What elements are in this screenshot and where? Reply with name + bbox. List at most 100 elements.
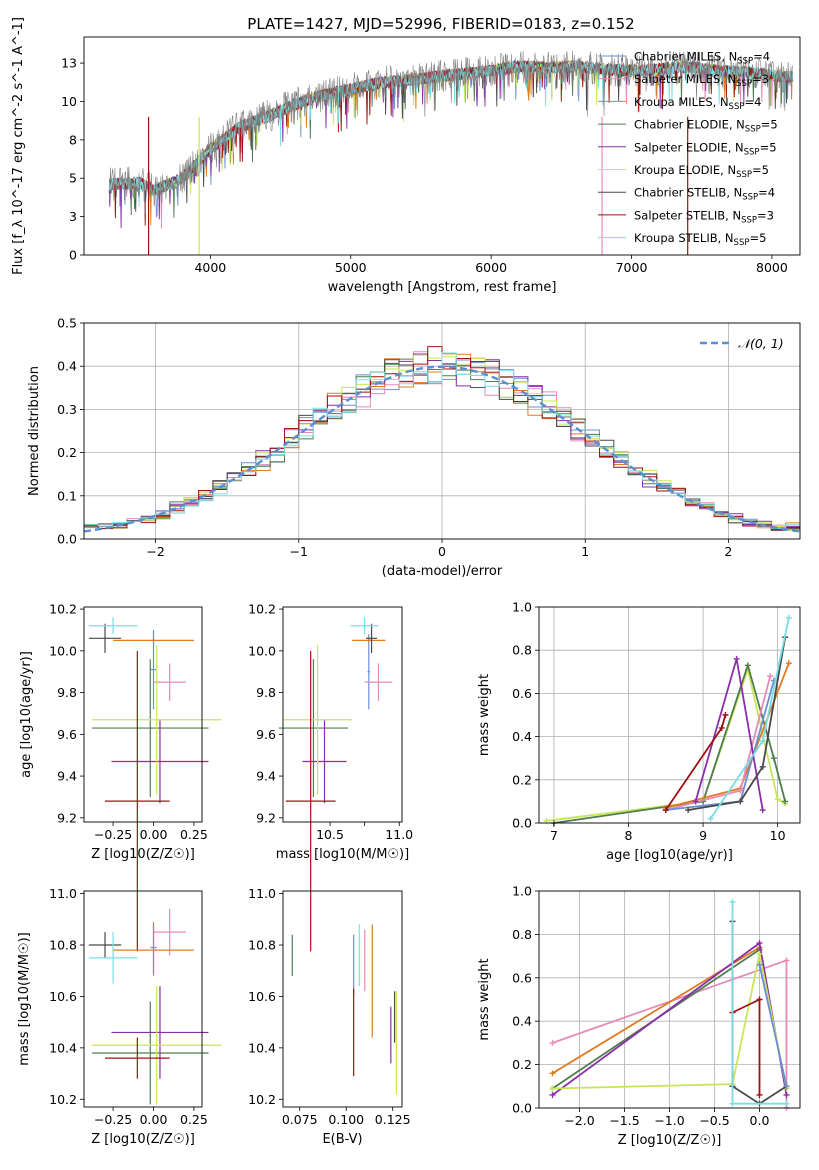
weight-point: [759, 737, 766, 744]
y-tick-label: 0.6: [512, 970, 532, 985]
y-axis-label: mass weight: [477, 674, 492, 756]
weight-point: [783, 957, 790, 964]
x-tick-label: −0.25: [94, 827, 132, 842]
x-axis-label: mass [log10(M/M☉)]: [276, 847, 409, 862]
y-tick-label: 0.0: [512, 1101, 532, 1116]
x-tick-label: 11.0: [385, 827, 413, 842]
y-tick-label: 0.2: [512, 772, 532, 787]
weight-line: [758, 964, 788, 1087]
chart-mass_vs_Z: −0.25 0.00 0.25 10.2 10.4 10.6 10.8 11.0 Z [log1…: [17, 886, 222, 1147]
x-tick-label: 6000: [475, 260, 507, 275]
weight-point: [756, 950, 763, 957]
x-tick-label: 0: [438, 544, 446, 559]
chart-weight_vs_age: 7 8 9 10 0.0 0.2 0.4 0.6 0.8 1.0 age [log10(age/yr…: [477, 600, 801, 863]
weight-point: [718, 724, 725, 731]
y-tick-label: 13: [61, 56, 77, 71]
weight-point: [549, 1091, 556, 1098]
y-tick-label: 11.0: [248, 886, 276, 901]
axes-frame: [83, 890, 203, 1108]
weight-point: [685, 807, 692, 814]
x-tick-label: 9: [699, 828, 707, 843]
y-tick-label: 10.2: [248, 1092, 276, 1107]
chart-spectrum: 4000 5000 6000 7000 8000 0 3 5 8 10 13 wavelength […: [11, 17, 801, 295]
legend-entry: Kroupa ELODIE, NSSP=5: [634, 163, 769, 180]
y-tick-label: 3: [69, 209, 77, 224]
x-tick-label: 5000: [335, 260, 367, 275]
y-tick-label: 1.0: [512, 884, 532, 899]
y-tick-label: 10.0: [49, 643, 77, 658]
x-tick-label: 0.00: [140, 827, 168, 842]
weight-point: [737, 798, 744, 805]
plot-area: [549, 898, 790, 1111]
legend-entry: Salpeter MILES, NSSP=3: [634, 72, 769, 89]
axes-frame: [282, 606, 403, 823]
chart-residuals: −2 −1 0 1 2 0.0 0.1 0.2 0.3 0.4 0.5 (data-model)/er…: [27, 316, 801, 579]
weight-point: [549, 1039, 556, 1046]
plot-area: [88, 909, 222, 1105]
legend-entry: 𝒩(0, 1): [738, 336, 784, 351]
weight-point: [756, 1091, 763, 1098]
y-axis-label: Normed distribution: [27, 366, 42, 496]
y-tick-label: 0.0: [57, 532, 77, 547]
legend-entry: Chabrier ELODIE, NSSP=5: [634, 118, 778, 135]
x-tick-label: 0.25: [180, 1112, 208, 1127]
data-line: [109, 50, 793, 214]
y-tick-label: 10.6: [248, 989, 276, 1004]
weight-point: [785, 660, 792, 667]
weight-point: [770, 755, 777, 762]
histogram-series: [84, 346, 800, 539]
legend-entry: Salpeter ELODIE, NSSP=5: [634, 140, 777, 157]
axes-frame: [538, 606, 801, 824]
weight-point: [767, 673, 774, 680]
y-tick-label: 9.2: [57, 810, 77, 825]
y-tick-label: 0.2: [512, 1057, 532, 1072]
y-tick-label: 10.2: [49, 602, 77, 617]
weight-point: [737, 787, 744, 794]
x-tick-label: 0.075: [282, 1112, 318, 1127]
plot-area: [291, 924, 398, 1095]
weight-point: [783, 1091, 790, 1098]
normal-curve: [84, 365, 800, 533]
weight-point: [733, 655, 740, 662]
x-axis-label: Z [log10(Z/Z☉)]: [91, 847, 195, 862]
y-tick-label: 9.6: [57, 727, 77, 742]
axes-frame: [538, 890, 801, 1109]
x-axis-label: (data-model)/error: [382, 564, 503, 579]
y-tick-label: 0.5: [57, 316, 77, 331]
x-tick-label: −0.25: [94, 1112, 132, 1127]
legend-entry: Chabrier MILES, NSSP=4: [634, 50, 770, 67]
x-tick-label: −2.0: [564, 1113, 594, 1128]
axes-frame: [83, 606, 203, 823]
weight-line: [687, 637, 786, 811]
y-tick-label: 10.6: [49, 989, 77, 1004]
y-tick-label: 10.8: [248, 938, 276, 953]
plot-area: [88, 617, 222, 952]
y-tick-label: 0.4: [512, 1014, 532, 1029]
y-tick-label: 0.8: [512, 643, 532, 658]
y-tick-label: 11.0: [49, 886, 77, 901]
x-axis-label: E(B-V): [322, 1132, 362, 1147]
y-tick-label: 10.2: [248, 602, 276, 617]
chart-weight_vs_Z: −2.0 −1.5 −1.0 −0.5 0.0 0.0 0.2 0.4 0.6 0.8 1.0 Z […: [477, 884, 801, 1148]
x-axis-label: age [log10(age/yr)]: [606, 848, 733, 863]
y-tick-label: 0: [69, 248, 77, 263]
y-axis-label: mass weight: [477, 958, 492, 1040]
y-tick-label: 1.0: [512, 600, 532, 615]
weight-point: [707, 815, 714, 822]
x-axis-label: wavelength [Angstrom, rest frame]: [328, 280, 557, 295]
legend-entry: Kroupa STELIB, NSSP=5: [634, 231, 766, 248]
weight-point: [722, 712, 729, 718]
x-tick-label: 10: [770, 828, 786, 843]
y-tick-label: 0.4: [512, 729, 532, 744]
y-tick-label: 0.1: [57, 488, 77, 503]
y-tick-label: 9.4: [57, 769, 77, 784]
x-tick-label: 2: [724, 544, 732, 559]
x-tick-label: 0.0: [750, 1113, 770, 1128]
x-tick-label: 8: [625, 828, 633, 843]
y-tick-label: 8: [69, 132, 77, 147]
y-tick-label: 10.4: [248, 1040, 276, 1055]
x-tick-label: 10.5: [316, 827, 344, 842]
x-tick-label: 0.125: [375, 1112, 411, 1127]
y-tick-label: 0.2: [57, 445, 77, 460]
